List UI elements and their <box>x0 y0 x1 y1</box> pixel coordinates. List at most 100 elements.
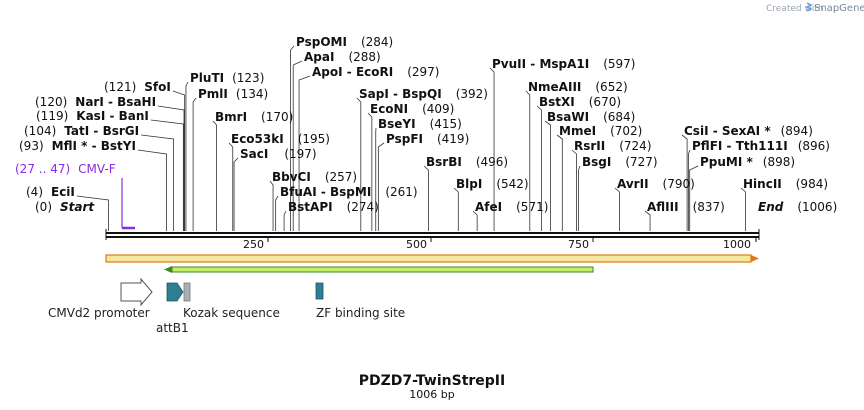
site-leader-line <box>275 195 279 231</box>
site-label[interactable]: PspFI (419) <box>386 132 469 146</box>
site-leader-line <box>578 165 581 231</box>
site-label[interactable]: PpuMI * (898) <box>700 155 795 169</box>
site-label[interactable]: (0) Start <box>35 200 95 214</box>
site-label[interactable]: End (1006) <box>758 200 837 214</box>
site-leader-line <box>367 112 373 231</box>
site-leader-line <box>571 149 577 231</box>
site-leader-line <box>644 210 651 231</box>
site-label[interactable]: BsgI (727) <box>582 155 658 169</box>
site-leader-line <box>158 105 185 231</box>
site-leader-line <box>453 187 459 231</box>
primer-label[interactable]: (27 .. 47) CMV-F <box>15 162 116 176</box>
site-label[interactable]: ApaI (288) <box>304 50 381 64</box>
site-leader-line <box>544 120 551 231</box>
site-label[interactable]: (121) SfoI <box>104 80 171 94</box>
site-label[interactable]: PflFI - Tth111I (896) <box>692 139 830 153</box>
cds-reverse[interactable] <box>164 266 594 273</box>
site-label[interactable]: Eco53kI (195) <box>231 132 330 146</box>
site-leader-line <box>283 210 287 231</box>
orf-forward[interactable] <box>105 254 759 263</box>
site-label[interactable]: RsrII (724) <box>574 139 652 153</box>
site-leader-line <box>150 119 184 231</box>
feature-kozak-sequence[interactable]: Kozak sequence <box>183 282 280 320</box>
sequence-length: 1006 bp <box>409 388 454 401</box>
site-leader-line <box>536 105 542 231</box>
site-leader-line <box>689 165 699 231</box>
site-leader-line <box>76 195 109 231</box>
site-leader-line <box>377 142 385 231</box>
site-leader-line <box>269 180 274 231</box>
site-label[interactable]: BseYI (415) <box>378 117 462 131</box>
site-leader-line <box>137 149 167 231</box>
restriction-site-labels[interactable]: (0) Start (4) EciI (93) MflI * - BstYI (104… <box>19 35 837 214</box>
site-leader-line <box>172 90 186 231</box>
site-leader-line <box>192 97 197 231</box>
feature-label: CMVd2 promoter <box>48 306 150 320</box>
site-label[interactable]: NmeAIII (652) <box>528 80 628 94</box>
feature-label: ZF binding site <box>316 306 405 320</box>
site-leader-lines <box>76 45 746 231</box>
feature-zf-binding-site[interactable]: ZF binding site <box>315 282 405 320</box>
feature-attb1[interactable]: attB1 <box>156 282 189 335</box>
ruler-tick-label: 750 <box>568 238 589 251</box>
site-label[interactable]: BstAPI (274) <box>288 200 379 214</box>
snapgene-logo-icon <box>805 2 813 12</box>
site-label[interactable]: BsrBI (496) <box>426 155 508 169</box>
site-label[interactable]: BfuAI - BspMI (261) <box>280 185 418 199</box>
site-leader-line <box>233 157 239 231</box>
ruler-tick-label: 500 <box>406 238 427 251</box>
site-label[interactable]: CsiI - SexAI * (894) <box>684 124 813 138</box>
site-label[interactable]: AfeI (571) <box>475 200 548 214</box>
site-leader-line <box>292 60 303 231</box>
credit-brand: SnapGene <box>814 3 864 14</box>
site-leader-line <box>489 67 495 231</box>
sequence-backbone <box>105 229 760 240</box>
site-label[interactable]: BsaWI (684) <box>547 110 635 124</box>
site-label[interactable]: ApoI - EcoRI (297) <box>312 65 439 79</box>
feature-label: Kozak sequence <box>183 306 280 320</box>
site-label[interactable]: (119) KasI - BanI <box>36 109 149 123</box>
site-label[interactable]: BmrI (170) <box>215 110 293 124</box>
site-label[interactable]: PluTI (123) <box>190 71 264 85</box>
site-leader-line <box>185 81 189 231</box>
site-label[interactable]: AvrII (790) <box>617 177 695 191</box>
site-label[interactable]: BstXI (670) <box>539 95 621 109</box>
ruler: 250 500 750 1000 <box>243 236 757 251</box>
site-leader-line <box>681 134 688 231</box>
site-leader-line <box>556 134 563 231</box>
feature-cmvd2-promoter[interactable]: CMVd2 promoter <box>48 277 153 320</box>
site-label[interactable]: BlpI (542) <box>456 177 529 191</box>
site-label[interactable]: SacI (197) <box>240 147 317 161</box>
site-leader-line <box>614 187 620 231</box>
site-label[interactable]: PspOMI (284) <box>296 35 393 49</box>
site-leader-line <box>141 134 174 231</box>
sequence-title: PDZD7-TwinStrepII <box>359 373 505 389</box>
site-leader-line <box>525 90 531 231</box>
site-label[interactable]: PvuII - MspA1I (597) <box>492 57 636 71</box>
site-label[interactable]: PmlI (134) <box>198 87 268 101</box>
site-label[interactable]: SapI - BspQI (392) <box>359 87 488 101</box>
site-label[interactable]: HincII (984) <box>743 177 828 191</box>
site-label[interactable]: (93) MflI * - BstYI <box>19 139 136 153</box>
site-leader-line <box>688 149 691 231</box>
site-leader-line <box>472 210 478 231</box>
site-leader-line <box>356 97 362 231</box>
site-leader-line <box>290 45 295 231</box>
site-label[interactable]: (4) EciI <box>26 185 75 199</box>
site-label[interactable]: MmeI (702) <box>559 124 642 138</box>
site-leader-line <box>212 120 217 231</box>
site-leader-line <box>740 187 746 231</box>
credit-prefix: Created with <box>766 4 824 14</box>
site-label[interactable]: EcoNI (409) <box>370 102 454 116</box>
site-label[interactable]: (104) TatI - BsrGI <box>24 124 139 138</box>
site-leader-line <box>298 75 311 231</box>
primer-cmv-f[interactable]: (27 .. 47) CMV-F <box>15 162 135 230</box>
site-label[interactable]: (120) NarI - BsaHI <box>35 95 156 109</box>
ruler-tick-label: 250 <box>243 238 264 251</box>
ruler-tick-label: 1000 <box>723 238 751 251</box>
site-leader-line <box>423 165 429 231</box>
site-label[interactable]: AflIII (837) <box>647 200 725 214</box>
site-label[interactable]: BbvCI (257) <box>272 170 357 184</box>
feature-label: attB1 <box>156 321 189 335</box>
site-leader-line <box>228 142 234 231</box>
